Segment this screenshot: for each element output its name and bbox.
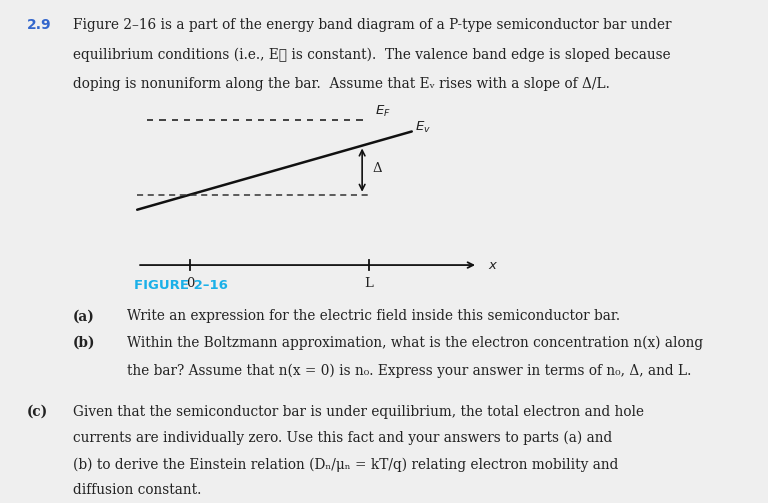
Text: currents are individually zero. Use this fact and your answers to parts (a) and: currents are individually zero. Use this… [73, 431, 612, 446]
Text: diffusion constant.: diffusion constant. [73, 483, 201, 497]
Text: $E_F$: $E_F$ [376, 104, 391, 119]
Text: equilibrium conditions (i.e., E₟ is constant).  The valence band edge is sloped : equilibrium conditions (i.e., E₟ is cons… [73, 47, 670, 62]
Text: Figure 2–16 is a part of the energy band diagram of a P-type semiconductor bar u: Figure 2–16 is a part of the energy band… [73, 18, 671, 32]
Text: Given that the semiconductor bar is under equilibrium, the total electron and ho: Given that the semiconductor bar is unde… [73, 405, 644, 419]
Text: (a): (a) [73, 309, 94, 323]
Text: 2.9: 2.9 [27, 18, 51, 32]
Text: $E_v$: $E_v$ [415, 120, 431, 135]
Text: (c): (c) [27, 405, 48, 419]
Text: Within the Boltzmann approximation, what is the electron concentration n(x) alon: Within the Boltzmann approximation, what… [127, 336, 703, 350]
Text: $x$: $x$ [488, 259, 498, 272]
Text: (b) to derive the Einstein relation (Dₙ/μₙ = kT/q) relating electron mobility an: (b) to derive the Einstein relation (Dₙ/… [73, 457, 618, 472]
Text: doping is nonuniform along the bar.  Assume that Eᵥ rises with a slope of Δ/L.: doping is nonuniform along the bar. Assu… [73, 77, 610, 91]
Text: L: L [364, 277, 373, 290]
Text: the bar? Assume that n(x = 0) is n₀. Express your answer in terms of n₀, Δ, and : the bar? Assume that n(x = 0) is n₀. Exp… [127, 363, 691, 378]
Text: 0: 0 [186, 277, 194, 290]
Text: Δ: Δ [372, 162, 382, 175]
Text: Write an expression for the electric field inside this semiconductor bar.: Write an expression for the electric fie… [127, 309, 620, 323]
Text: (b): (b) [73, 336, 95, 350]
Text: FIGURE 2–16: FIGURE 2–16 [134, 279, 228, 292]
